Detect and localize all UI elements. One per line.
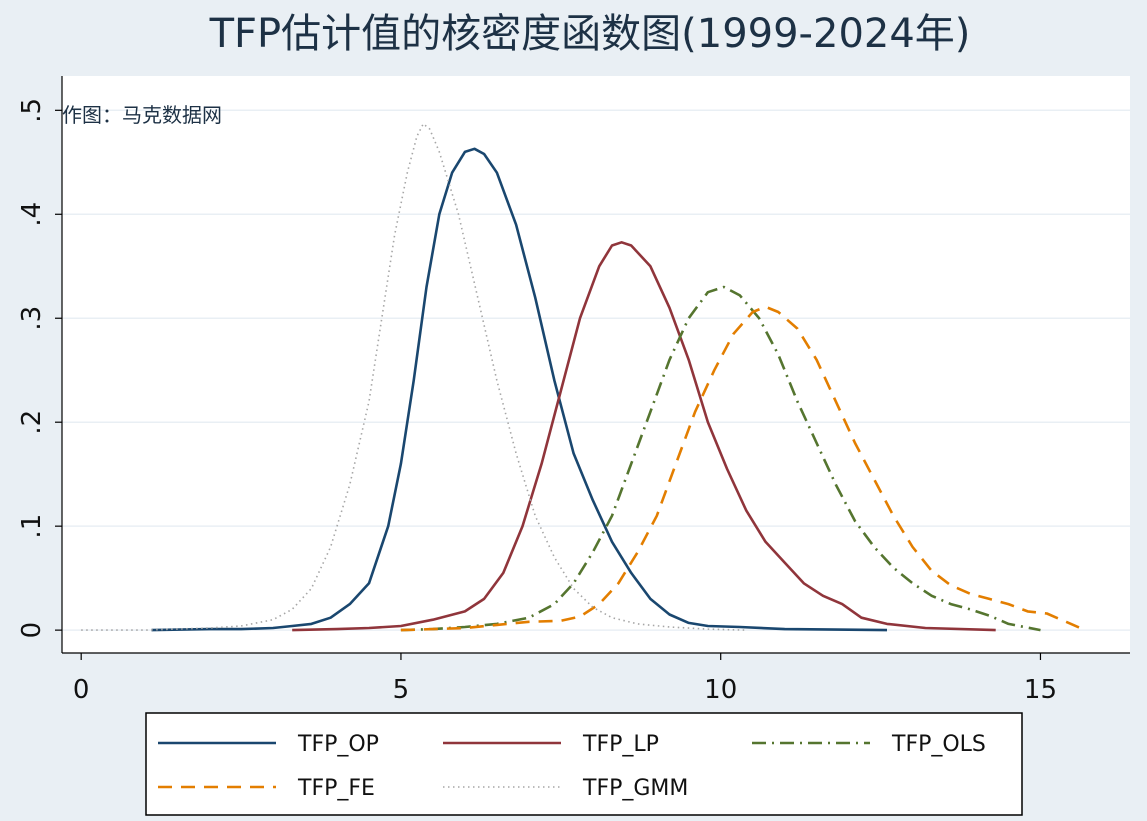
chart-title: TFP估计值的核密度函数图(1999-2024年) <box>209 11 971 57</box>
axes: 0 .1 .2 .3 .4 .5 0 5 10 15 <box>17 76 1130 705</box>
y-tick-label-4: .4 <box>17 202 47 227</box>
legend-label-tfp-ols: TFP_OLS <box>891 732 986 757</box>
x-tick-label-3: 15 <box>1024 675 1057 705</box>
y-tick-label-5: .5 <box>17 98 47 123</box>
legend-label-tfp-op: TFP_OP <box>297 732 379 757</box>
x-tick-label-0: 0 <box>73 675 90 705</box>
legend-label-tfp-fe: TFP_FE <box>297 776 375 801</box>
x-tick-label-2: 10 <box>704 675 737 705</box>
y-tick-label-2: .2 <box>17 410 47 435</box>
y-tick-label-3: .3 <box>17 306 47 331</box>
watermark-annotation: 作图：马克数据网 <box>62 103 222 127</box>
legend-box <box>145 712 1023 816</box>
legend-label-tfp-gmm: TFP_GMM <box>582 776 688 801</box>
plot-area <box>62 76 1130 653</box>
y-tick-label-0: 0 <box>17 622 47 639</box>
legend-label-tfp-lp: TFP_LP <box>582 732 659 757</box>
legend: TFP_OP TFP_LP TFP_OLS TFP_FE TFP_GMM <box>158 732 986 801</box>
series-line-tfp-ols <box>400 285 1041 632</box>
series-lines <box>81 123 1086 632</box>
series-line-tfp-fe <box>400 305 1086 632</box>
series-line-tfp-op <box>151 147 888 632</box>
series-line-tfp-gmm <box>81 123 747 631</box>
y-tick-label-1: .1 <box>17 514 47 539</box>
x-tick-label-1: 5 <box>393 675 410 705</box>
series-line-tfp-lp <box>292 241 996 632</box>
